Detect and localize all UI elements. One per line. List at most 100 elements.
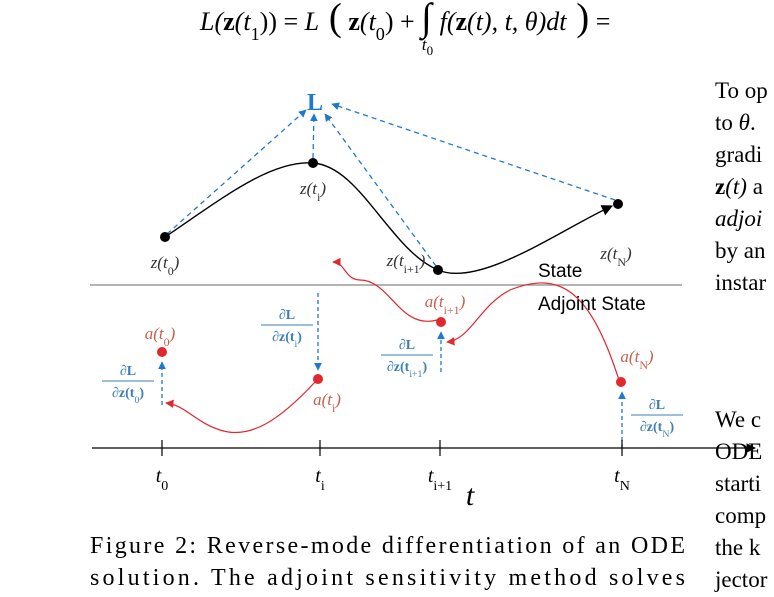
- text-run: jector: [714, 567, 768, 592]
- text-run: 0: [427, 43, 434, 58]
- text-run: i: [317, 190, 321, 204]
- text-run: (: [319, 0, 342, 39]
- body-text-line: by an: [715, 238, 766, 263]
- text-run: a(t: [620, 347, 640, 366]
- text-run: t: [156, 465, 162, 487]
- text-run: a(t: [425, 292, 445, 311]
- text-run: a(t: [145, 324, 165, 343]
- text-run: (t): [725, 174, 747, 199]
- text-run: ): [647, 347, 654, 366]
- state-points: [160, 158, 623, 275]
- time-tick-label: t0: [156, 465, 169, 494]
- text-run: ∫: [419, 0, 434, 41]
- loss-arrow: [324, 113, 437, 267]
- text-run: ) +: [385, 7, 421, 36]
- text-run: 0: [134, 395, 139, 406]
- equation: L(z(t1)) = L ( z(t0) + ∫ t0 f(z(t), t, θ)…: [199, 0, 610, 58]
- adjoint-point: [313, 374, 323, 384]
- text-run: z(t: [386, 251, 405, 270]
- text-run: t: [614, 465, 620, 487]
- state-point-label: z(ti): [299, 179, 326, 204]
- adjoint-point: [157, 347, 167, 357]
- text-run: ): [669, 420, 674, 435]
- text-run: t: [315, 465, 321, 487]
- state-label: State: [538, 261, 582, 282]
- text-run: i: [332, 401, 336, 415]
- adjoint-point: [436, 317, 446, 327]
- state-point: [613, 199, 623, 209]
- text-run: instar: [715, 270, 766, 295]
- text-run: t: [422, 35, 428, 54]
- time-ticks: [161, 440, 623, 456]
- text-run: =: [589, 7, 610, 36]
- adjoint-point-label: a(ti): [313, 390, 341, 415]
- text-run: a(t: [313, 390, 333, 409]
- time-axis-label: t: [466, 479, 475, 512]
- text-run: z: [342, 7, 360, 36]
- gradient-denominator: ∂z(ti): [272, 330, 302, 350]
- body-text-line: jector: [714, 567, 768, 592]
- gradient-numerator: ∂L: [649, 398, 665, 413]
- text-run: by an: [715, 238, 766, 263]
- text-run: z(t: [150, 253, 169, 272]
- text-run: We c: [715, 407, 761, 432]
- gradient-numerator: ∂L: [120, 364, 136, 379]
- text-run: (t: [235, 7, 252, 36]
- text-run: )) =: [260, 7, 305, 36]
- text-run: adjoi: [715, 206, 762, 231]
- text-run: ∂L: [399, 338, 415, 353]
- text-run: N: [639, 358, 648, 372]
- state-trajectory: [164, 162, 614, 275]
- loss-label: L: [307, 90, 323, 116]
- state-point-label: z(ti+1): [386, 251, 426, 276]
- state-point-label: z(tN): [599, 244, 632, 269]
- text-run: L: [304, 7, 319, 36]
- body-text-line: comp: [715, 503, 766, 528]
- text-run: 0: [161, 479, 168, 494]
- adjoint-point: [616, 377, 626, 387]
- gradient-arrows: [158, 293, 626, 448]
- text-run: L(: [199, 7, 224, 36]
- loss-arrow: [331, 102, 616, 201]
- text-run: ): [459, 292, 466, 311]
- text-run: To op: [715, 78, 768, 103]
- text-run: i+1: [404, 262, 420, 276]
- text-run: ): [334, 390, 341, 409]
- caption-line: solution. The adjoint sensitivity method…: [90, 565, 685, 591]
- loss-arrows: [166, 102, 616, 267]
- text-run: ODE: [715, 439, 762, 464]
- text-run: 0: [168, 264, 174, 278]
- adjoint-points: [157, 317, 626, 387]
- adjoint-curve: [165, 380, 317, 434]
- loss-arrow: [309, 113, 318, 159]
- text-run: ): [566, 0, 589, 39]
- adjoint-curve: [332, 257, 438, 322]
- state-point: [160, 232, 170, 242]
- caption-line: Figure 2: Reverse-mode differentiation o…: [90, 533, 685, 559]
- text-run: a: [747, 174, 763, 199]
- body-text-line: To op: [715, 78, 768, 103]
- body-text-line: z(t) a: [715, 174, 763, 199]
- gradient-denominator: ∂z(ti+1): [387, 360, 428, 380]
- text-run: ∂z(t: [272, 330, 295, 345]
- body-text-line: gradi: [715, 142, 762, 167]
- time-tick-label: tN: [614, 465, 630, 494]
- body-text-line: the k: [715, 535, 761, 560]
- text-run: ∂z(t: [112, 386, 135, 401]
- text-run: ): [169, 324, 176, 343]
- time-tick-label: ti: [315, 465, 325, 494]
- gradient-denominator: ∂z(t0): [112, 386, 144, 406]
- text-run: N: [617, 255, 626, 269]
- text-run: ): [173, 253, 180, 272]
- text-run: ): [297, 330, 302, 345]
- text-run: 0: [376, 24, 385, 44]
- state-point: [308, 158, 318, 168]
- dynamic-text: L(z(t1)) = L ( z(t0) + ∫ t0 f(z(t), t, θ)…: [90, 0, 768, 592]
- text-run: ∂L: [120, 364, 136, 379]
- text-run: 1: [251, 24, 260, 44]
- text-run: z: [223, 7, 235, 36]
- adjoint-trajectory: [165, 257, 620, 434]
- body-text-line: We c: [715, 407, 761, 432]
